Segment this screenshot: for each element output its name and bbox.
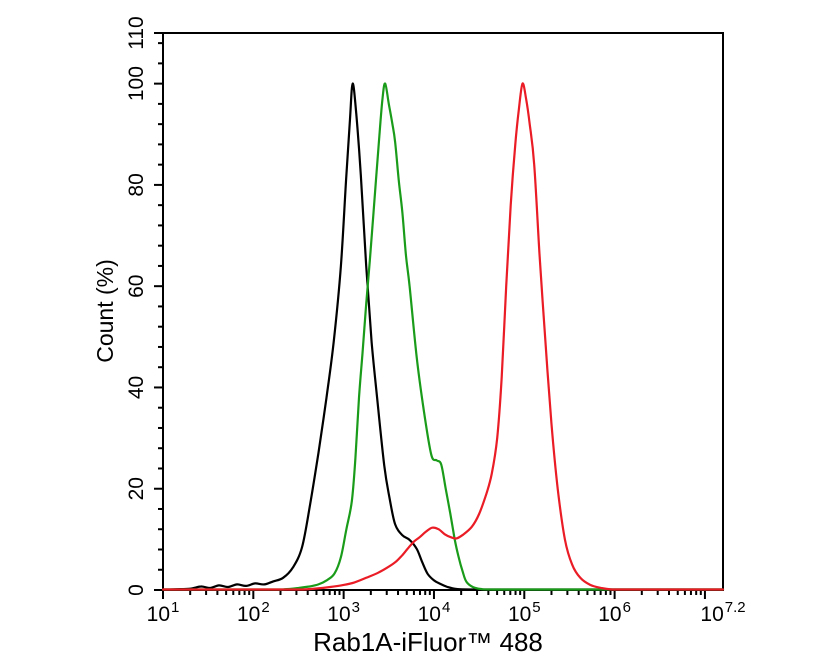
curve-green-histogram (161, 82, 725, 591)
x-tick-label: 103 (327, 599, 360, 626)
y-tick-label: 80 (125, 173, 148, 196)
x-axis-ticks (162, 590, 706, 599)
x-tick-label: 101 (147, 599, 180, 626)
y-tick-label: 60 (125, 275, 148, 298)
y-axis-title: Count (%) (92, 259, 118, 363)
x-tick-label: 106 (598, 599, 631, 626)
y-tick-label: 20 (125, 477, 148, 500)
y-axis-tick-labels: 0 20 40 60 80 100 110 (125, 16, 148, 596)
histogram-curves (161, 82, 725, 591)
x-tick-label: 102 (237, 599, 270, 626)
x-tick-label: 107.2 (700, 599, 745, 626)
curve-red-histogram (161, 82, 725, 591)
y-tick-label: 0 (125, 584, 148, 596)
y-tick-label: 40 (125, 376, 148, 399)
x-tick-label: 104 (418, 599, 451, 626)
y-tick-label: 100 (125, 66, 148, 101)
y-tick-label: 110 (125, 16, 148, 49)
x-tick-label: 105 (508, 599, 541, 626)
plot-frame (162, 32, 724, 591)
x-axis-title: Rab1A-iFluor™ 488 (313, 627, 543, 657)
x-axis-tick-labels: 101 102 103 104 105 106 107.2 (147, 599, 746, 626)
curve-black-histogram (161, 82, 725, 591)
y-axis-ticks (154, 32, 163, 591)
